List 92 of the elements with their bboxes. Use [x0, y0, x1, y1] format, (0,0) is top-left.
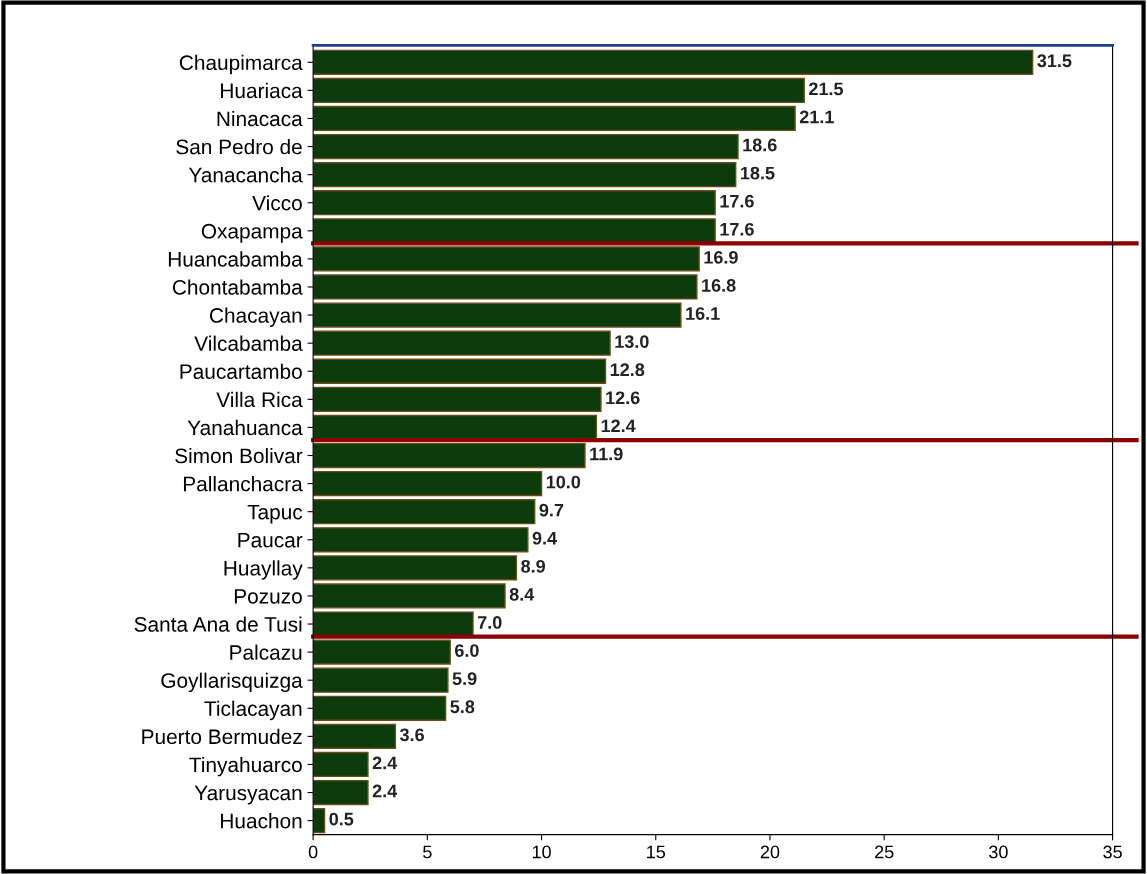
bar — [313, 386, 602, 412]
y-tick-label: Oxapampa — [201, 223, 303, 243]
y-tick-label: Pallanchacra — [183, 476, 303, 492]
data-label: 8.9 — [521, 559, 546, 573]
y-tick-label: Santa Ana de Tusi — [134, 616, 302, 632]
data-label: 16.9 — [704, 250, 738, 264]
y-tick-label: Chacayan — [209, 307, 302, 327]
data-label: 5.8 — [450, 700, 475, 714]
data-label: 10.0 — [546, 475, 581, 489]
y-tick-label: Huariaca — [221, 82, 303, 99]
data-label: 31.5 — [1037, 54, 1072, 68]
y-tick-label: Yanahuanca — [187, 419, 303, 436]
data-label: 3.6 — [399, 728, 424, 742]
data-label: 12.8 — [610, 363, 645, 377]
y-tick-label: Villa Rica — [216, 391, 303, 408]
bar — [313, 105, 796, 132]
data-label: 16.1 — [686, 307, 720, 320]
x-tick-label: 30 — [989, 845, 1008, 859]
bar — [313, 442, 586, 469]
bar — [313, 330, 611, 356]
y-tick-label: Simon Bolivar — [175, 447, 303, 464]
y-tick-label: Yanacancha — [188, 167, 303, 183]
bar — [313, 414, 598, 441]
bar — [313, 162, 737, 188]
bar — [313, 667, 449, 693]
bar — [313, 133, 739, 160]
y-tick-label: Vicco — [252, 195, 302, 211]
data-label: 11.9 — [590, 447, 623, 461]
x-tick-label: 0 — [308, 845, 318, 859]
y-tick-label: Palcazu — [230, 644, 302, 660]
data-label: 17.6 — [720, 222, 754, 236]
data-label: 2.4 — [372, 784, 398, 798]
bar — [313, 695, 447, 721]
y-tick-label: Goyllarisquizga — [161, 672, 303, 693]
y-tick-label: Ticlacayan — [204, 700, 302, 721]
data-label: 21.1 — [799, 110, 834, 124]
y-tick-label: Ninacaca — [217, 110, 303, 127]
data-label: 0.5 — [329, 812, 354, 826]
bar — [313, 190, 716, 216]
x-tick-label: 10 — [532, 845, 551, 859]
bar — [313, 555, 518, 581]
y-tick-label: Huancabamba — [168, 251, 303, 267]
data-label: 13.0 — [615, 335, 649, 349]
y-tick-label: San Pedro de — [176, 139, 302, 155]
x-tick-label: 15 — [647, 845, 666, 859]
data-label: 7.0 — [477, 616, 502, 629]
data-label: 2.4 — [372, 756, 398, 770]
data-label: 17.6 — [720, 194, 754, 208]
bar — [313, 274, 698, 300]
data-label: 5.9 — [452, 672, 477, 686]
bar — [313, 639, 451, 665]
bar — [313, 77, 805, 104]
y-tick-label: Paucartambo — [180, 363, 302, 379]
y-tick-label: Yarusyacan — [194, 785, 302, 805]
bar — [313, 499, 536, 525]
data-label: 18.5 — [741, 166, 775, 180]
x-tick-label: 5 — [423, 845, 432, 859]
data-label: 16.8 — [702, 279, 736, 292]
y-tick-label: Puerto Bermudez — [142, 728, 302, 745]
bar — [313, 611, 474, 637]
y-tick-label: Chaupimarca — [179, 54, 303, 75]
data-label: 6.0 — [455, 644, 479, 657]
data-label: 8.4 — [509, 588, 535, 601]
data-label: 12.4 — [601, 419, 636, 433]
y-tick-label: Tapuc — [247, 504, 303, 524]
data-label: 21.5 — [809, 82, 844, 96]
bar — [313, 302, 682, 328]
bar — [313, 49, 1034, 75]
y-tick-label: Huayllay — [224, 560, 303, 580]
bar — [313, 779, 369, 806]
x-tick-label: 35 — [1103, 845, 1122, 859]
bar — [313, 218, 716, 244]
y-tick-label: Tinyahuarco — [189, 756, 302, 777]
y-tick-label: Paucar — [238, 532, 303, 548]
bar — [313, 470, 543, 497]
x-tick-label: 20 — [760, 845, 780, 859]
bar — [313, 807, 326, 834]
y-tick-label: Pozuzo — [234, 589, 302, 604]
bar — [313, 527, 529, 553]
bar — [313, 723, 397, 749]
x-tick-label: 25 — [875, 845, 894, 859]
bar — [313, 246, 700, 272]
data-label: 12.6 — [606, 391, 640, 405]
data-label: 9.4 — [532, 531, 558, 545]
bar — [313, 583, 506, 609]
bar — [313, 751, 369, 778]
y-tick-label: Chontabamba — [172, 279, 303, 295]
y-tick-label: Vilcabamba — [194, 335, 303, 351]
y-tick-label: Huachon — [221, 813, 302, 829]
data-label: 18.6 — [743, 138, 777, 152]
data-label: 9.7 — [539, 503, 564, 517]
bar — [313, 358, 607, 384]
